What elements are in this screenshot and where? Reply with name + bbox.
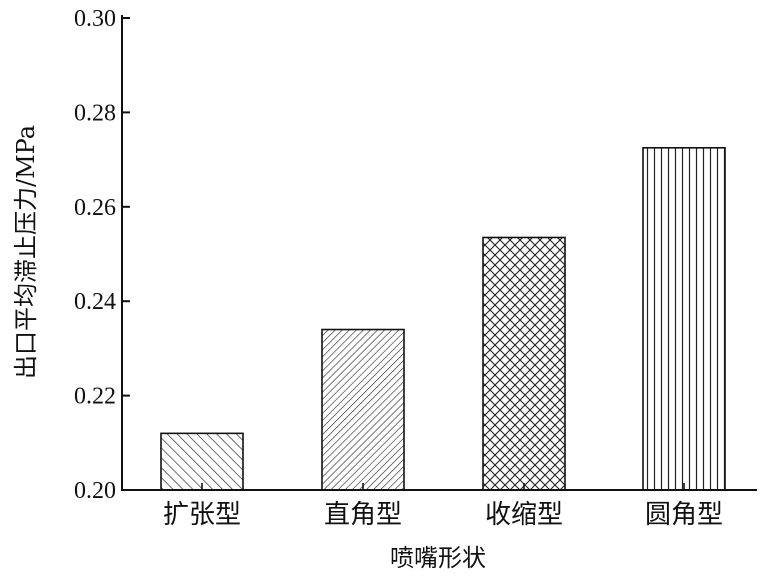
y-tick-label: 0.26 (74, 195, 116, 221)
x-labels-group: 扩张型 直角型 收缩型 圆角型 (163, 483, 723, 530)
y-tick-label: 0.22 (74, 384, 116, 410)
bar-1 (160, 432, 244, 491)
bar-2 (321, 328, 405, 491)
y-tick-label: 0.24 (74, 289, 116, 315)
y-tick-label: 0.30 (74, 6, 116, 32)
bar-3 (482, 236, 566, 491)
x-category-label: 收缩型 (485, 500, 563, 530)
y-tick-label: 0.28 (74, 100, 116, 126)
y-axis-title: 出口平均滞止压力/MPa (12, 125, 40, 379)
x-category-label: 直角型 (324, 500, 402, 530)
y-tick-label: 0.20 (74, 478, 116, 504)
bar-4 (642, 147, 726, 491)
bars-group (160, 147, 726, 491)
x-category-label: 圆角型 (645, 500, 723, 530)
y-ticks-group: 0.20 0.22 0.24 0.26 0.28 0.30 (74, 6, 130, 504)
x-axis-title: 喷嘴形状 (390, 544, 486, 572)
x-category-label: 扩张型 (163, 500, 241, 530)
